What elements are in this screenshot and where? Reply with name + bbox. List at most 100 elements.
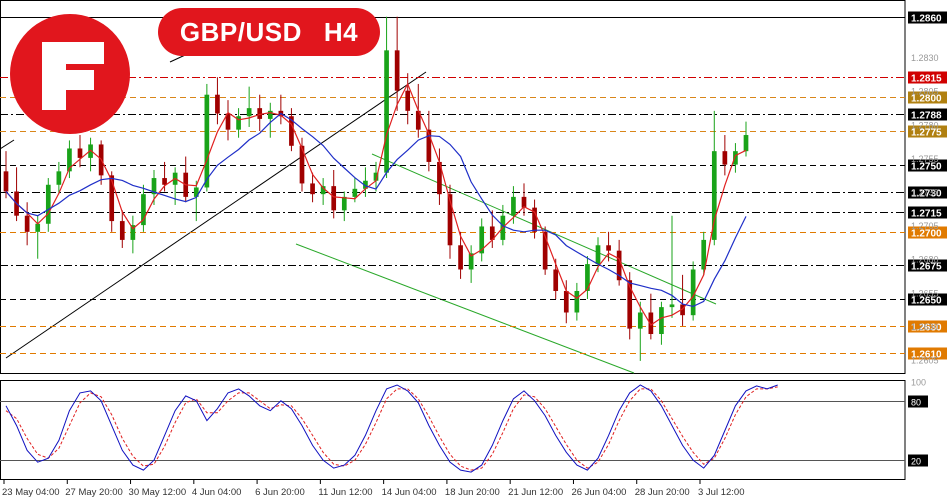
stochastic-level-label: 80 [911,398,921,408]
candle-body [701,239,707,270]
candle-body [77,148,83,158]
price-level-tag [908,186,947,199]
candle-body [267,110,273,119]
candle-body [109,175,115,222]
moving-average-fast-line [5,82,747,326]
price-level-tag [908,91,947,104]
x-tick-label: 6 Jun 20:00 [255,487,305,498]
price-level-label: 1.2610 [911,350,942,361]
trendline-segment [0,139,15,150]
candle-body [299,145,305,184]
price-level-label: 1.2788 [911,111,942,122]
price-level-tag [908,226,947,239]
y-tick-label: 1.2730 [911,188,939,198]
price-level-tag [908,159,947,172]
candle-body [24,215,30,232]
candle-body [119,221,125,240]
price-level-label: 1.2650 [911,296,942,307]
candle-body [511,196,516,216]
price-panel-frame [0,0,906,374]
stochastic-level-tag [908,395,928,408]
price-level-tag [908,108,947,121]
price-level-tag [908,11,947,24]
price-level-label: 1.2700 [911,229,942,240]
candle-body [733,151,738,165]
y-tick-label: 1.2705 [911,221,939,231]
candle-body [373,172,379,181]
timeframe-label: H4 [323,17,359,47]
candle-body [722,151,728,165]
candle-body [447,194,453,246]
candle-body [574,290,580,313]
candle-body [468,253,474,270]
moving-averages [5,82,747,326]
price-level-label: 1.2750 [911,162,942,173]
candle-body [680,304,685,316]
candle-body [595,245,601,265]
candle-body [426,129,432,162]
candle-body [225,113,231,130]
price-level-tag [908,320,947,333]
candle-body [521,196,527,208]
candle-body [257,108,263,119]
candle-body [532,207,537,232]
candle-body [204,94,210,188]
candle-body [310,183,315,195]
candle-body [637,312,643,329]
stochastic-main-line [5,384,778,473]
moving-average-slow-line [5,112,747,308]
x-tick-label: 28 Jun 20:00 [635,487,690,498]
price-level-label: 1.2815 [911,74,942,85]
candle-body [384,50,389,173]
candle-body [215,94,220,114]
candle-body [479,226,485,254]
channel-upper-line [371,153,717,305]
price-level-label: 1.2730 [911,189,942,200]
price-level-label: 1.2775 [911,128,942,139]
x-tick-label: 18 Jun 20:00 [445,487,500,498]
candle-body [606,245,611,251]
price-axis: 1.28601.28151.28001.27881.27751.27501.27… [908,11,947,366]
x-tick-label: 14 Jun 04:00 [382,487,437,498]
rising-trendline [5,71,427,359]
candle-body [458,245,463,270]
price-level-tag [908,206,947,219]
price-level-tag [908,293,947,306]
candle-body [289,116,294,146]
candle-body [246,108,252,117]
candle-body [627,280,633,329]
brand-logo-icon [8,12,132,136]
candle-body [648,312,654,335]
candle-body [331,186,337,211]
y-tick-label: 1.2755 [911,154,939,164]
price-level-tag [908,71,947,84]
y-tick-label: 1.2605 [911,356,939,366]
y-tick-label: 1.2830 [911,53,939,63]
chart-title-badge: GBP/USD H4 [158,8,380,56]
stochastic-oscillator: 100 80 20 [0,378,928,473]
price-level-tag [908,125,947,138]
x-tick-label: 26 Jun 04:00 [571,487,626,498]
y-tick-label: 1.2655 [911,288,939,298]
price-levels [0,17,905,354]
x-tick-label: 11 Jun 12:00 [318,487,372,498]
price-level-tag [908,347,947,360]
candle-body [236,116,241,130]
candle-body [320,186,326,195]
y-tick-label: 1.2805 [911,87,939,97]
candle-body [363,180,368,189]
y-tick-label: 1.2780 [911,120,939,130]
price-level-label: 1.2715 [911,209,942,220]
stochastic-level-label: 100 [911,378,926,388]
stochastic-level-label: 20 [911,457,921,467]
candle-body [130,225,136,240]
candle-body [437,161,442,195]
candle-body [711,151,717,240]
stochastic-level-tag [908,454,928,467]
candle-body [45,184,51,224]
candle-body [88,144,93,158]
candle-body [352,188,358,197]
candle-body [151,178,157,195]
stochastic-signal-line [5,386,778,471]
